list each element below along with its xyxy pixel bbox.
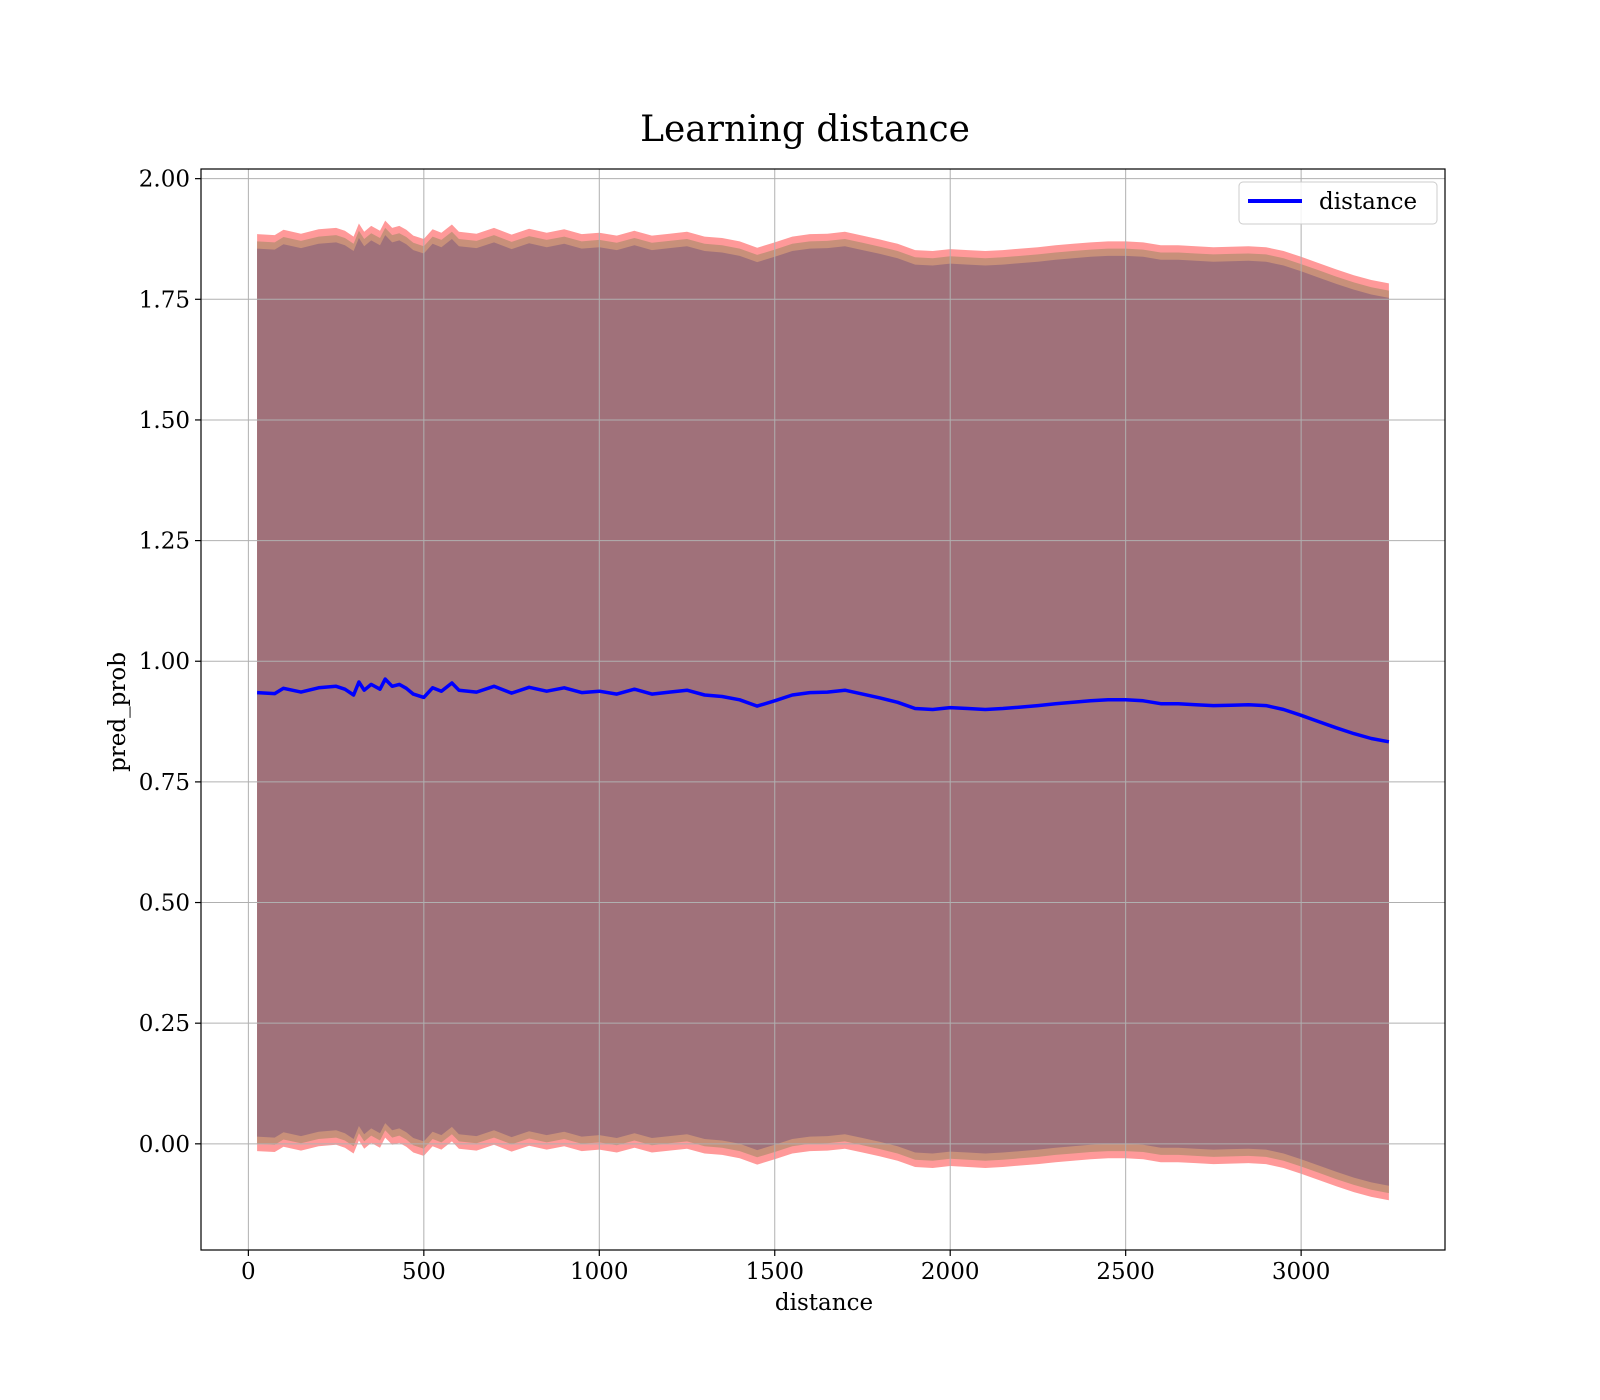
confidence-band-inner [257,235,1389,1186]
y-tick-label-5: 1.25 [139,529,190,555]
y-tick-label-1: 0.25 [139,1011,190,1037]
y-tick-label-7: 1.75 [139,287,190,313]
y-tick-label-4: 1.00 [139,649,190,675]
y-axis-label: pred_prob [105,652,131,772]
series-line-distance [257,677,1390,744]
plot-area: 0 500 1000 1500 2000 2500 3000 0.00 0.25 0.50 0.75… [139,167,1446,1285]
x-tick-label-0: 0 [241,1259,256,1285]
chart-title: Learning distance [640,109,970,150]
legend-box [1238,181,1438,225]
legend-label-distance: distance [1319,189,1417,215]
x-tick-label-3: 1500 [745,1259,804,1285]
x-tick-label-2: 1000 [570,1259,629,1285]
x-axis-label: distance [775,1290,873,1316]
y-tick-label-8: 2.00 [139,167,190,193]
y-tick-label-0: 0.00 [139,1132,190,1158]
legend: distance [1238,181,1438,225]
y-tick-label-3: 0.75 [139,770,190,796]
y-tick-label-2: 0.50 [139,891,190,917]
axes-frame [200,168,1446,1251]
x-tick-label-6: 3000 [1272,1259,1331,1285]
x-tick-label-1: 500 [402,1259,446,1285]
x-tick-label-5: 2500 [1096,1259,1155,1285]
y-tick-label-6: 1.50 [139,408,190,434]
x-tick-label-4: 2000 [921,1259,980,1285]
